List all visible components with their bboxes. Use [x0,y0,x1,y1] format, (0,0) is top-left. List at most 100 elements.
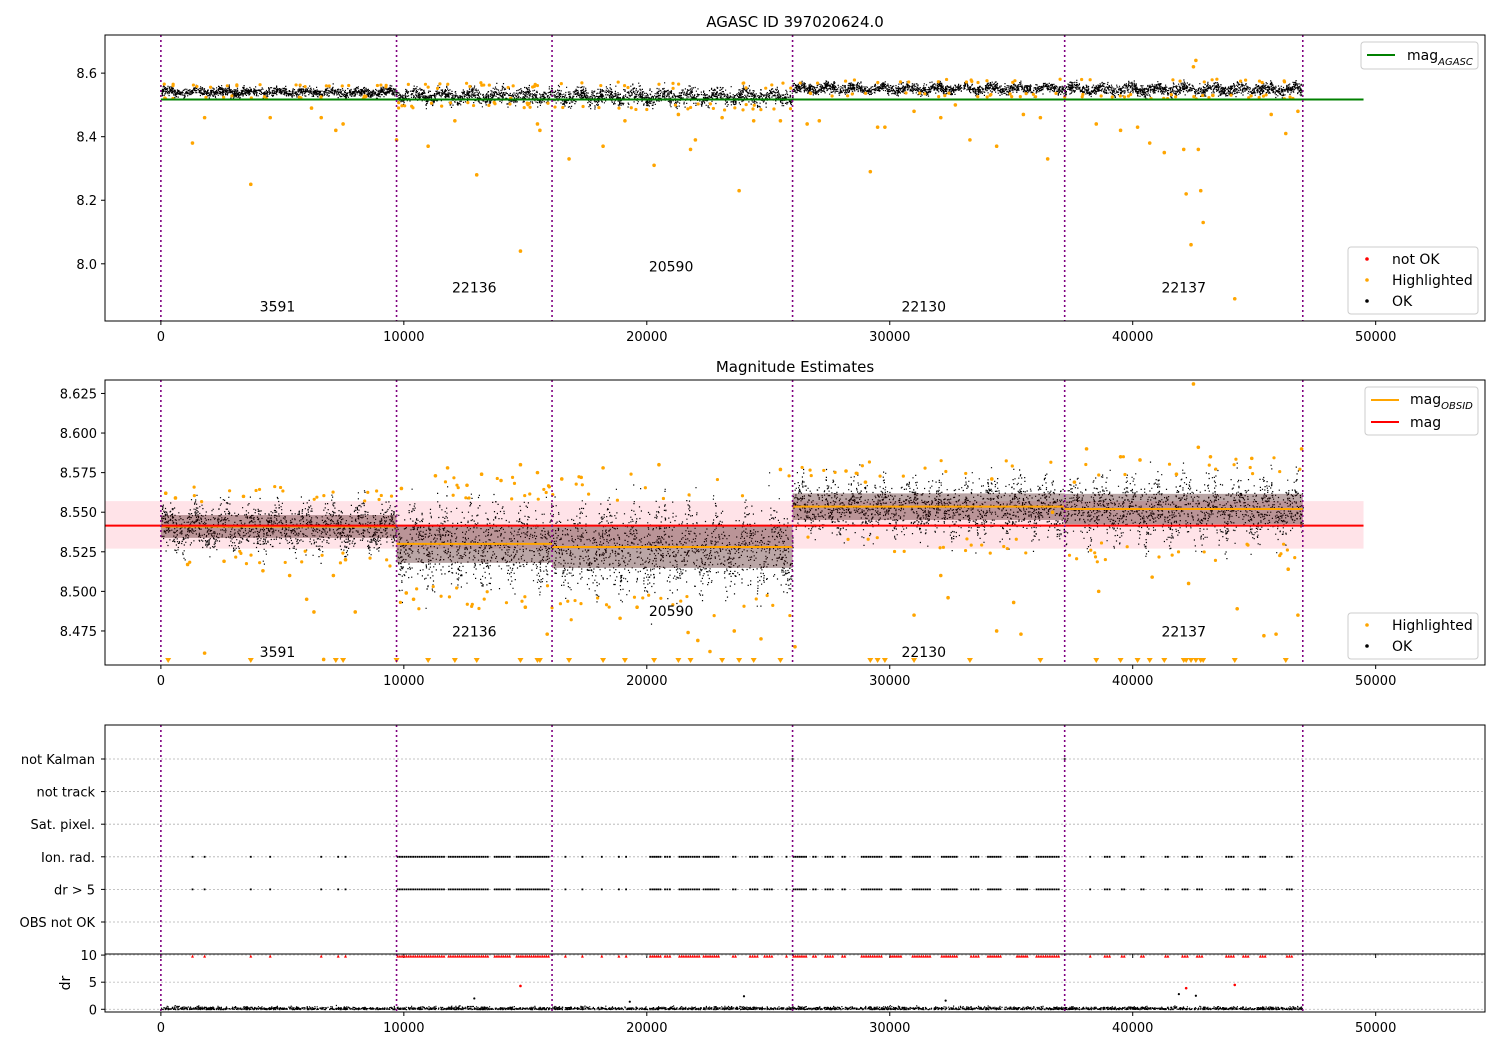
highlighted-point [1129,92,1133,97]
highlighted-point [1278,469,1282,474]
highlighted-point [1293,556,1297,560]
x-tick-label: 20000 [626,1021,667,1036]
highlighted-point [946,595,950,600]
highlighted-point [764,86,768,90]
highlighted-point [1021,112,1026,117]
highlighted-point [1118,94,1122,98]
highlighted-point [937,94,941,99]
highlighted-point [536,497,540,501]
offscale-marker [1188,658,1195,663]
highlighted-point [1050,510,1055,515]
highlighted-point [185,562,190,567]
highlighted-point [482,597,486,601]
highlighted-point [1123,472,1127,477]
highlighted-point [781,81,785,85]
obsid-label: 22137 [1161,280,1206,296]
highlighted-point [438,82,442,86]
highlighted-point [526,103,530,107]
highlighted-point [1296,109,1300,114]
highlighted-point [1099,94,1103,98]
legend-label-mag-obsid: mag [1410,392,1441,408]
highlighted-point [740,494,745,498]
highlighted-point [850,92,854,96]
dr-outlier-point [1194,994,1197,997]
highlighted-point [994,629,999,633]
highlighted-point [1176,550,1181,554]
legend-sub-obsid: OBSID [1441,401,1473,412]
highlighted-point [800,465,804,470]
highlighted-point [647,593,651,597]
highlighted-point [334,128,338,133]
highlighted-point [433,473,438,478]
highlighted-point [752,103,756,107]
highlighted-point [452,476,456,480]
highlighted-point [258,561,262,565]
highlighted-point [190,141,195,145]
highlighted-point [559,82,563,86]
highlighted-point [1067,553,1072,557]
highlighted-point [241,494,246,499]
agasc-panel: AGASC ID 397020624.0 3591 22136 20590 22130… [76,13,1486,345]
highlighted-point [499,478,503,483]
highlighted-point [456,486,460,490]
dr-outlier-point [628,1000,631,1003]
agasc-legend-lower: not OK Highlighted OK [1347,246,1479,315]
flags-axes: not Kalman not track Sat. pixel. Ion. rad. d… [20,753,1377,958]
highlighted-point [1008,92,1012,96]
offscale-marker [473,658,480,663]
highlighted-point [208,85,213,89]
highlighted-point [523,493,527,498]
highlighted-point [944,469,948,474]
highlighted-point [912,613,916,617]
offscale-marker [1134,658,1141,663]
highlighted-point [569,618,573,622]
legend-sub-agasc: AGASC [1437,57,1473,68]
x-tick-label: 40000 [1112,1021,1153,1036]
x-tick-label: 30000 [869,674,910,689]
highlighted-point [439,594,443,598]
offscale-marker [1093,658,1100,663]
highlighted-point [939,459,943,463]
flag-category-label: not Kalman [21,753,95,768]
highlighted-point [400,104,404,108]
highlighted-point [953,103,958,107]
highlighted-point [976,80,980,85]
highlighted-point [300,560,304,564]
highlighted-point [712,614,716,618]
highlighted-point [965,537,969,541]
highlighted-point [235,84,239,88]
y-tick-label: 10 [80,949,97,964]
x-tick-label: 50000 [1355,330,1396,345]
highlighted-point [188,560,192,564]
highlighted-point [902,549,906,553]
highlighted-point [262,95,267,99]
highlighted-point [661,496,666,501]
offscale-marker [1183,658,1190,663]
x-tick-label: 0 [157,330,165,345]
offscale-marker [719,658,726,663]
highlighted-point [577,475,581,479]
highlighted-point [447,595,452,599]
offscale-marker [874,658,881,663]
highlighted-point [443,480,448,484]
highlighted-point [607,605,611,609]
highlighted-point [1229,93,1233,97]
highlighted-point [1299,447,1304,451]
highlighted-point [1261,94,1266,98]
highlighted-point [822,468,826,473]
highlighted-point [985,79,989,83]
highlighted-point [1198,188,1203,193]
highlighted-point [679,599,683,603]
highlighted-point [303,85,307,89]
highlighted-point [1162,150,1167,155]
dr-highlight-point [1233,983,1237,987]
highlighted-point [394,138,399,142]
highlighted-point [778,467,783,472]
highlighted-point [485,590,489,594]
y-tick-label: 8.6 [76,67,97,82]
highlighted-point [944,77,949,82]
offscale-marker [881,658,888,663]
obsid-label: 22130 [901,645,946,661]
highlighted-point [294,83,298,87]
highlighted-point [379,493,383,498]
